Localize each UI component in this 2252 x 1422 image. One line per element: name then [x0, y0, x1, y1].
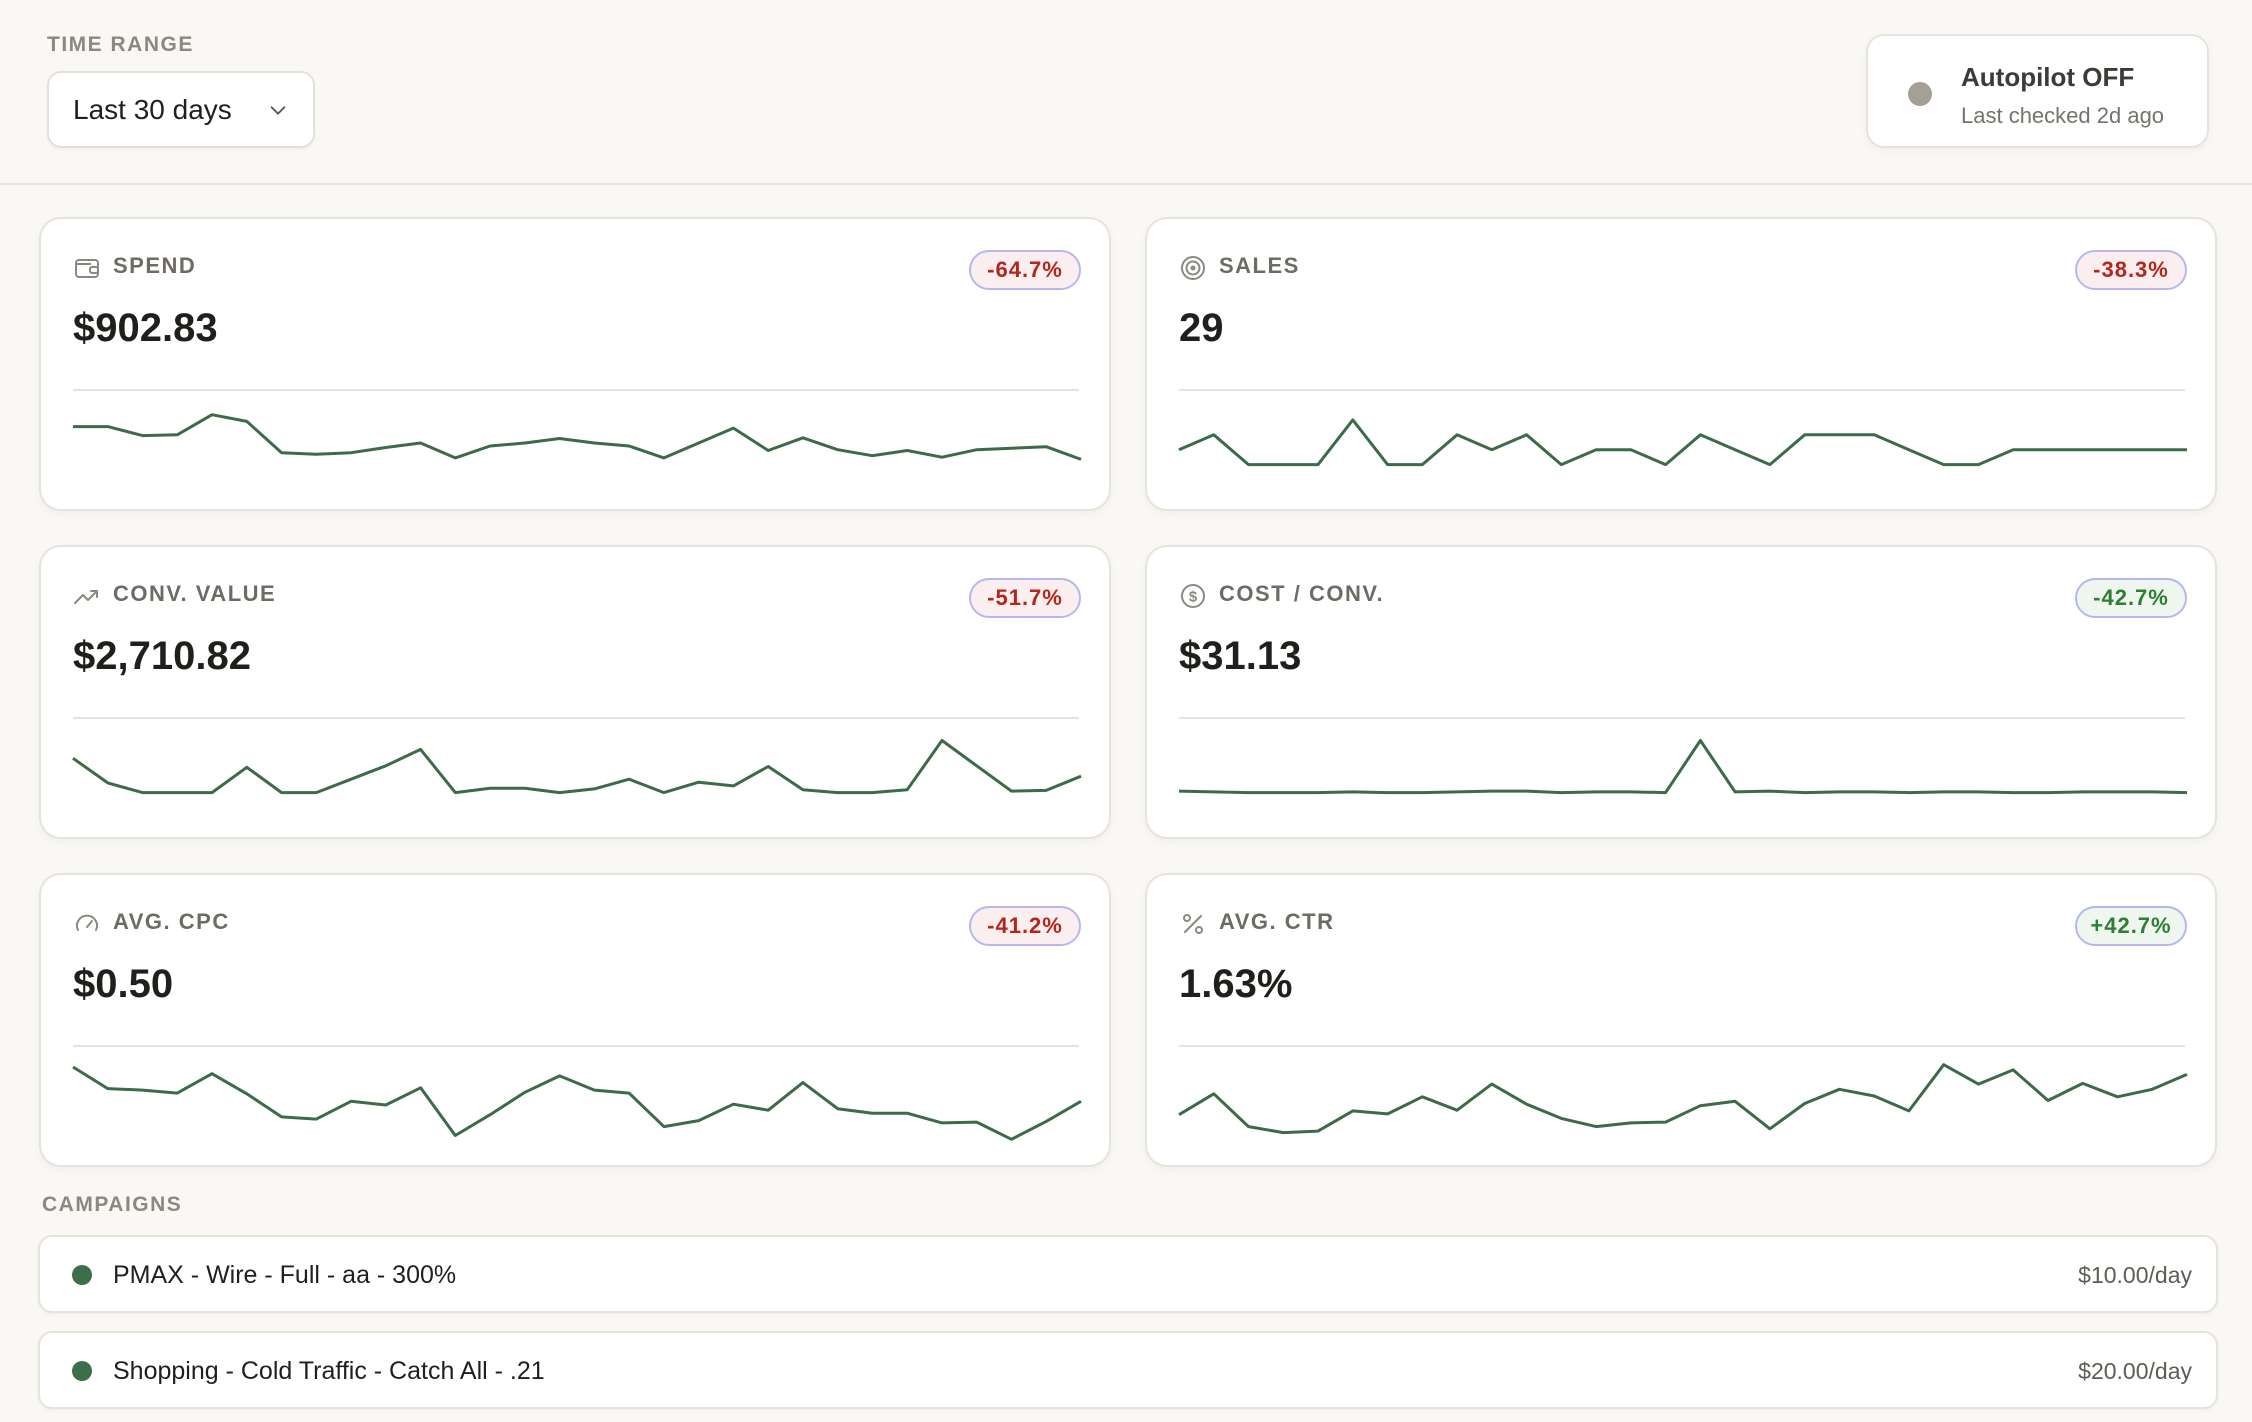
metric-label: SPEND [113, 253, 197, 278]
metric-card-avg-cpc: AVG. CPC $0.50 -41.2% [39, 873, 1111, 1167]
divider [1179, 717, 2185, 719]
divider [1179, 389, 2185, 391]
divider [73, 389, 1079, 391]
metric-value: 29 [1179, 306, 1224, 350]
sparkline [72, 739, 1082, 795]
change-badge: -42.7% [2075, 578, 2187, 618]
sparkline [72, 1065, 1082, 1141]
top-bar: TIME RANGE Last 30 days Autopilot OFF La… [0, 0, 2252, 185]
campaign-budget: $10.00/day [2078, 1262, 2192, 1288]
metric-label: CONV. VALUE [113, 581, 277, 606]
sparkline-path [1178, 739, 2188, 795]
metric-value: $902.83 [73, 306, 218, 350]
sparkline [73, 413, 1082, 461]
gauge-icon [76, 914, 98, 931]
metric-value: $0.50 [73, 962, 174, 1006]
metric-label: COST / CONV. [1219, 581, 1385, 606]
target-icon [1181, 256, 1205, 280]
sparkline [1178, 418, 2187, 467]
sparkline [1178, 739, 2188, 795]
autopilot-last-checked: Last checked 2d ago [1961, 103, 2165, 128]
change-badge: -64.7% [969, 250, 1081, 290]
sparkline-path [1178, 418, 2187, 467]
change-badge: +42.7% [2075, 906, 2187, 946]
autopilot-title: Autopilot OFF [1961, 62, 2135, 92]
campaign-row[interactable]: Shopping - Cold Traffic - Catch All - .2… [38, 1331, 2218, 1409]
time-range-select[interactable]: Last 30 days [47, 71, 315, 148]
campaign-name: Shopping - Cold Traffic - Catch All - .2… [113, 1357, 545, 1385]
metric-card-conv-value: CONV. VALUE $2,710.82 -51.7% [39, 545, 1111, 839]
metric-card-sales: SALES 29 -38.3% [1145, 217, 2217, 511]
metric-label: AVG. CTR [1219, 909, 1335, 934]
divider [73, 1045, 1079, 1047]
sparkline-path [72, 1065, 1082, 1141]
dollar-circle-icon: $ [1181, 584, 1205, 608]
divider [73, 717, 1079, 719]
campaign-budget: $20.00/day [2078, 1358, 2192, 1384]
autopilot-status-dot [1908, 82, 1932, 106]
metric-label: AVG. CPC [113, 909, 230, 934]
change-badge: -38.3% [2075, 250, 2187, 290]
metric-value: $31.13 [1179, 634, 1302, 678]
change-badge: -41.2% [969, 906, 1081, 946]
wallet-icon [75, 259, 99, 278]
svg-text:$: $ [1189, 589, 1198, 606]
metric-card-avg-ctr: AVG. CTR 1.63% +42.7% [1145, 873, 2217, 1167]
time-range-label: TIME RANGE [47, 33, 194, 56]
metric-value: $2,710.82 [73, 634, 251, 678]
metric-value: 1.63% [1179, 962, 1293, 1006]
change-badge: -51.7% [969, 578, 1081, 618]
time-range-value: Last 30 days [73, 93, 232, 125]
metric-card-spend: SPEND $902.83 -64.7% [39, 217, 1111, 511]
campaigns-section-label: CAMPAIGNS [42, 1193, 183, 1216]
sparkline [1178, 1063, 2188, 1135]
campaign-status-dot [72, 1265, 92, 1285]
percent-icon [1183, 914, 1203, 934]
metric-card-cost-per-conv: $ COST / CONV. $31.13 -42.7% [1145, 545, 2217, 839]
chevron-down-icon [270, 105, 286, 115]
sparkline-path [72, 739, 1082, 795]
metric-label: SALES [1219, 253, 1300, 278]
divider [1179, 1045, 2185, 1047]
campaign-row[interactable]: PMAX - Wire - Full - aa - 300% $10.00/da… [38, 1235, 2218, 1313]
campaign-status-dot [72, 1361, 92, 1381]
sparkline-path [1178, 1063, 2188, 1135]
sparkline-path [73, 413, 1082, 461]
campaign-name: PMAX - Wire - Full - aa - 300% [113, 1261, 457, 1289]
trending-up-icon [74, 590, 98, 604]
autopilot-status[interactable]: Autopilot OFF Last checked 2d ago [1866, 34, 2209, 148]
